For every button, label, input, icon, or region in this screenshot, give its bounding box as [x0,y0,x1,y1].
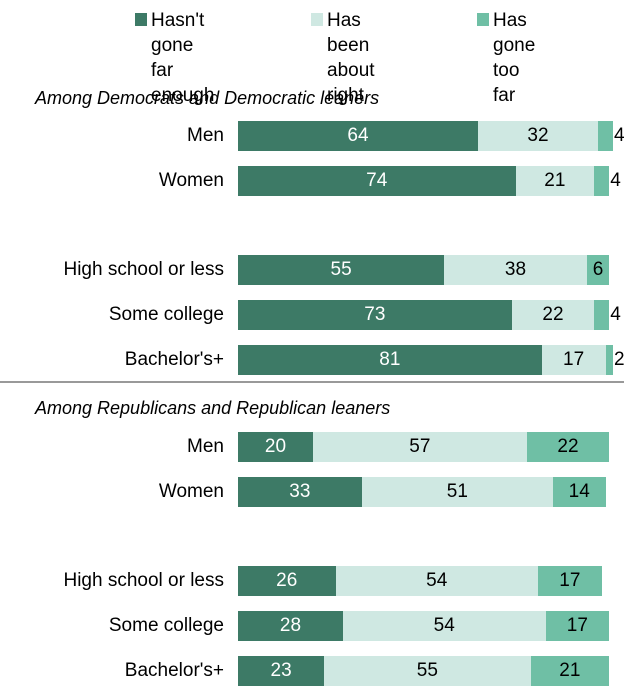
bar-value-label: 28 [279,615,302,636]
bar-value-label: 38 [504,259,527,280]
bar-value-label: 57 [409,436,431,457]
legend-swatch-been-about-right [311,13,323,26]
bar-value-label: 33 [289,481,311,502]
bar-segment [238,477,362,507]
bar-value-label: 21 [544,170,566,191]
bar-value-label: 32 [527,125,549,146]
bar-segment [361,477,553,507]
bar-segment [238,432,313,462]
bar-segment [444,255,587,285]
row-label: Women [158,481,224,502]
bar-segment [238,566,336,596]
bar-segment [238,166,516,196]
bar-value-label: 22 [542,304,564,325]
bar-segment [515,166,595,196]
legend-swatch-hasnt-gone-far-enough [135,13,147,26]
bar-segment [538,566,602,596]
row-label: Some college [108,304,224,325]
bar-value-label: 6 [592,259,604,280]
bar-segment [598,121,613,151]
bar-segment [238,611,343,641]
bar-value-label: 17 [563,349,585,370]
bar-value-label: 55 [330,259,352,280]
bar-segment [530,656,610,686]
bar-segment [238,345,542,375]
bar-value-label: 54 [433,615,455,636]
bar-value-label: 17 [566,615,588,636]
legend-swatch-gone-too-far [477,13,489,26]
bar-segment [335,566,538,596]
bar-value-label: 74 [366,170,388,191]
bar-segment [324,656,531,686]
bar-segment [478,121,598,151]
bar-segment [545,611,610,641]
bar-value-label: 81 [379,349,401,370]
row-label: High school or less [63,259,224,280]
legend-label-been-about-right: Has been about right [327,10,375,106]
bar-segment [511,300,595,330]
bar-value-label: 54 [426,570,448,591]
bar-segment [594,300,610,330]
bar-segment [541,345,606,375]
bar-value-label: 4 [610,304,621,325]
bar-segment [343,611,546,641]
section-title-democrats: Among Democrats and Democratic leaners [35,88,380,108]
bar-segment [586,255,610,285]
bar-segment [313,432,527,462]
bar-value-label: 4 [610,170,621,191]
bar-segment [238,656,325,686]
bar-value-label: 22 [557,436,579,457]
bar-value-label: 64 [347,125,369,146]
row-label: Bachelor's+ [124,349,224,370]
bar-value-label: 20 [264,436,287,457]
legend-label-hasnt-gone-far-enough: Hasn't gone far enough [151,10,215,106]
section-title-republicans: Among Republicans and Republican leaners [35,398,391,418]
bar-value-label: 51 [446,481,468,502]
row-label: Men [187,125,224,146]
bar-segment [238,300,512,330]
bar-segment [238,255,445,285]
bar-value-label: 55 [416,660,438,681]
bar-value-label: 21 [559,660,581,681]
bar-segment [594,166,610,196]
bar-segment [238,121,478,151]
bar-value-label: 17 [559,570,581,591]
bar-value-label: 2 [614,349,624,370]
bar-segment [526,432,610,462]
bar-value-label: 23 [270,660,292,681]
row-label: Men [187,436,224,457]
legend-label-gone-too-far: Has gone too far [493,10,536,106]
row-label: Women [158,170,224,191]
bar-value-label: 26 [276,570,298,591]
bar-segment [553,477,606,507]
row-label: High school or less [63,570,224,591]
bar-value-label: 14 [568,481,590,502]
bar-value-label: 73 [364,304,386,325]
section-divider [0,381,624,383]
row-label: Some college [108,615,224,636]
bar-segment [605,345,613,375]
bar-value-label: 4 [614,125,624,146]
row-label: Bachelor's+ [124,660,224,681]
